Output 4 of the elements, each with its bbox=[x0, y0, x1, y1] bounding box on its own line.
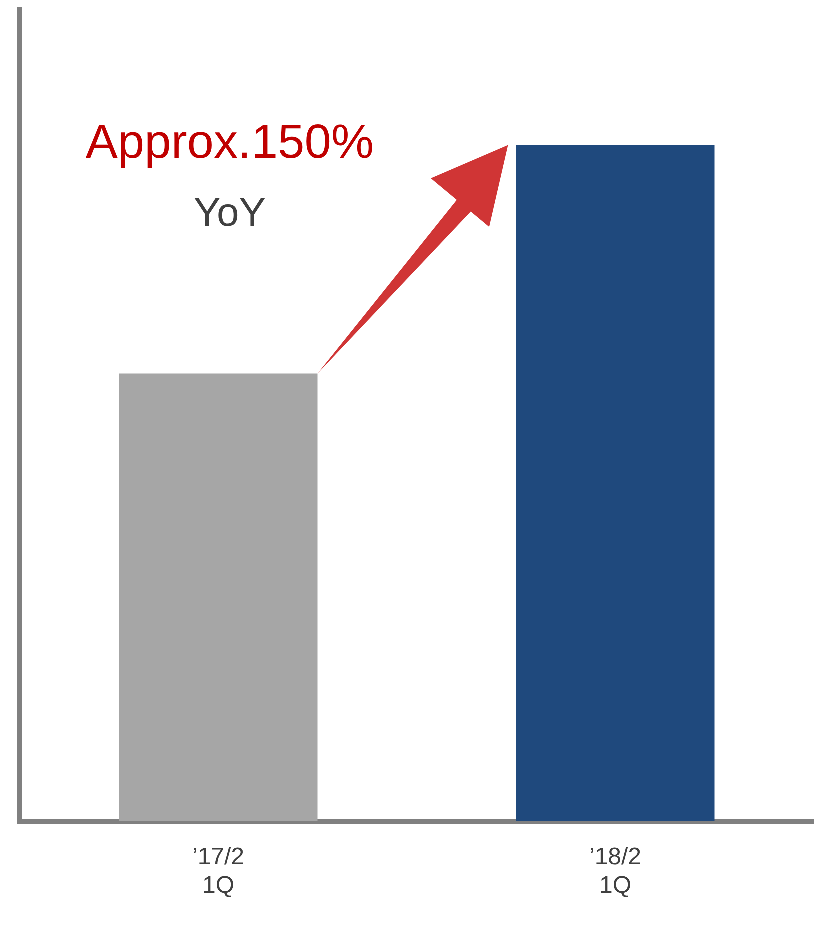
x-tick-label: ’17/2 1Q bbox=[192, 843, 245, 900]
x-tick-label: ’18/2 1Q bbox=[589, 843, 642, 900]
annotation: YoY bbox=[194, 191, 266, 235]
annotation: Approx.150% bbox=[86, 116, 374, 169]
